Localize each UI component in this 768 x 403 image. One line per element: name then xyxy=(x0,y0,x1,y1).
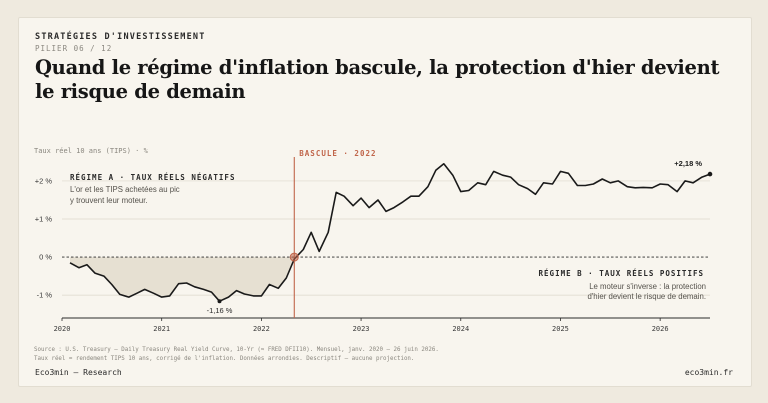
pillar-label: PILIER 06 / 12 xyxy=(35,44,113,53)
regime-switch-label: BASCULE · 2022 xyxy=(299,149,376,158)
x-tick-label: 2022 xyxy=(253,325,270,333)
y-tick-label: 0 % xyxy=(39,253,52,262)
eyebrow-label: STRATÉGIES D'INVESTISSEMENT xyxy=(35,32,206,42)
last-value-label: +2,18 % xyxy=(674,159,702,168)
regime-a-text-line2: y trouvent leur moteur. xyxy=(70,196,148,205)
x-tick-label: 2020 xyxy=(54,325,71,333)
min-point-marker xyxy=(217,299,222,304)
regime-b-text-line1: Le moteur s'inverse : la protection xyxy=(589,282,706,291)
regime-switch-marker xyxy=(289,252,299,262)
regime-b-title: RÉGIME B · TAUX RÉELS POSITIFS xyxy=(539,269,704,278)
real-yield-series-line xyxy=(69,163,711,302)
min-value-label: -1,16 % xyxy=(207,306,233,315)
footer-site-link[interactable]: eco3min.fr xyxy=(684,368,733,377)
x-tick-labels: 2020 2021 2022 2023 2024 2025 2026 xyxy=(54,318,669,333)
negative-regime-area xyxy=(70,257,295,302)
regime-a-title: RÉGIME A · TAUX RÉELS NÉGATIFS xyxy=(70,173,235,182)
regime-a-text-line1: L'or et les TIPS achetées au pic xyxy=(70,185,180,194)
y-tick-label: -1 % xyxy=(37,291,53,300)
x-tick-label: 2025 xyxy=(552,325,569,333)
last-point-marker xyxy=(707,171,713,177)
y-tick-labels: +2 % +1 % 0 % -1 % xyxy=(35,176,53,299)
x-tick-label: 2026 xyxy=(652,325,669,333)
chart-card: STRATÉGIES D'INVESTISSEMENT PILIER 06 / … xyxy=(18,17,752,387)
x-tick-label: 2021 xyxy=(153,325,170,333)
y-axis-label: Taux réel 10 ans (TIPS) · % xyxy=(34,147,149,155)
y-tick-label: +1 % xyxy=(35,215,53,224)
page-title: Quand le régime d'inflation bascule, la … xyxy=(35,56,720,103)
x-tick-label: 2024 xyxy=(452,325,469,333)
footer-brand: Eco3min — Research xyxy=(35,368,122,377)
x-tick-label: 2023 xyxy=(353,325,370,333)
source-note-line1: Source : U.S. Treasury — Daily Treasury … xyxy=(34,347,439,353)
source-note-line2: Taux réel = rendement TIPS 10 ans, corri… xyxy=(34,355,414,362)
y-tick-label: +2 % xyxy=(35,176,53,185)
regime-b-text-line2: d'hier devient le risque de demain. xyxy=(587,292,706,301)
